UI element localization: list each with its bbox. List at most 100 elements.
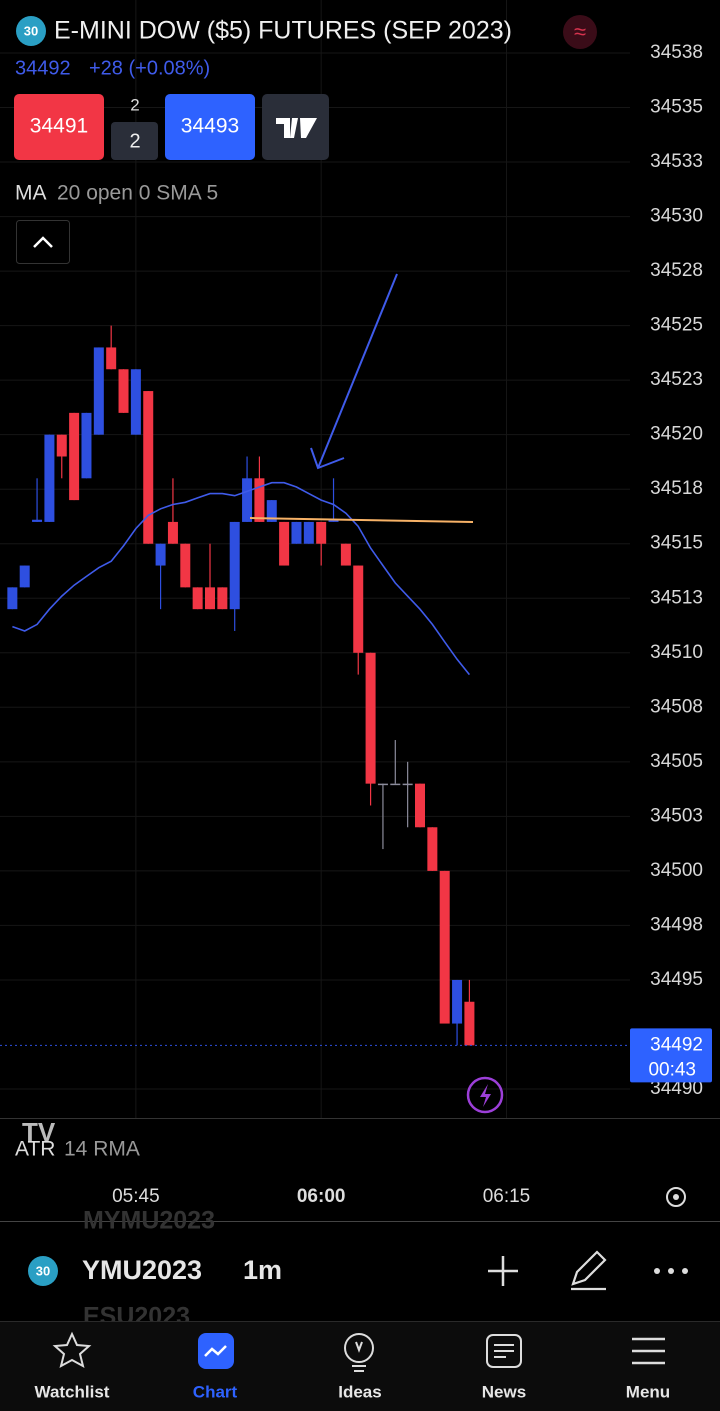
- y-tick-label: 34508: [650, 696, 703, 717]
- candle-body: [415, 783, 425, 828]
- candle-body: [205, 587, 215, 610]
- candle-body: [56, 434, 67, 457]
- candle-body: [427, 827, 438, 871]
- candle-body: [167, 521, 178, 544]
- candle-body: [7, 587, 18, 610]
- logo-mark: ≈: [574, 19, 586, 44]
- candle-body: [118, 369, 129, 413]
- news-icon-lines: [494, 1344, 514, 1358]
- x-tick-label: 06:15: [483, 1186, 531, 1207]
- atr-params: 14 RMA: [64, 1138, 140, 1161]
- candle-body: [180, 543, 191, 588]
- candle-body: [464, 1001, 475, 1046]
- nav-label[interactable]: News: [482, 1382, 526, 1401]
- draw-button[interactable]: [571, 1250, 607, 1291]
- y-tick-label: 34490: [650, 1078, 703, 1099]
- y-tick-label: 34500: [650, 860, 703, 881]
- tv-watermark: TV: [22, 1117, 56, 1147]
- candle-body: [279, 521, 290, 566]
- nav-label[interactable]: Menu: [626, 1382, 670, 1401]
- y-tick-label: 34538: [650, 42, 703, 63]
- y-tick-label: 34533: [650, 151, 703, 172]
- price-change: +28 (+0.08%): [89, 57, 210, 79]
- candle-body: [377, 783, 388, 786]
- events-icon: [480, 1084, 491, 1107]
- candle-body: [143, 391, 154, 544]
- symbol-badge: [28, 1256, 58, 1286]
- events-button[interactable]: [466, 1076, 504, 1114]
- settings-icon[interactable]: [666, 1187, 686, 1207]
- last-price: 34492: [15, 57, 71, 79]
- chart-icon: [204, 1345, 227, 1357]
- collapse-button[interactable]: [16, 220, 70, 264]
- badge-text: 30: [24, 23, 38, 38]
- symbol[interactable]: YMU2023: [82, 1255, 202, 1285]
- candle-body: [365, 652, 376, 784]
- ideas-icon-lines: [352, 1341, 366, 1372]
- nav-labels: Watchlist Chart Ideas News Menu: [35, 1382, 671, 1401]
- arrow-head: [310, 447, 345, 470]
- buy-button[interactable]: [165, 94, 255, 160]
- buy-price[interactable]: 34493: [181, 115, 239, 138]
- candle-body: [316, 521, 327, 544]
- candle-body: [242, 478, 253, 522]
- ideas-icon[interactable]: [344, 1333, 374, 1363]
- candle-body: [439, 870, 450, 1024]
- y-tick-label: 34503: [650, 805, 703, 826]
- last-price-label: 34492: [650, 1034, 703, 1055]
- nav-label[interactable]: Ideas: [338, 1382, 381, 1401]
- spread: 2: [129, 130, 140, 152]
- atr-name: ATR: [15, 1138, 55, 1161]
- x-tick-label: 06:00: [297, 1186, 346, 1207]
- nav-label[interactable]: Chart: [193, 1382, 238, 1401]
- y-tick-label: 34528: [650, 260, 703, 281]
- candle-body: [32, 519, 43, 522]
- candle-body: [106, 347, 117, 370]
- candle-body: [93, 347, 104, 435]
- y-tick-label: 34530: [650, 206, 703, 227]
- more-button[interactable]: [654, 1268, 688, 1274]
- ma-params: 20 open 0 SMA 5: [57, 182, 218, 205]
- candle-body: [402, 783, 413, 786]
- exchange-badge: [16, 16, 46, 46]
- nav-label[interactable]: Watchlist: [35, 1382, 110, 1401]
- y-tick-label: 34498: [650, 914, 703, 935]
- collapse-icon: [33, 236, 53, 248]
- candle-body: [44, 434, 55, 522]
- candle-body: [452, 979, 463, 1024]
- candle-body: [19, 565, 30, 588]
- last-price-box: [630, 1028, 712, 1083]
- symbol-badge-text: 30: [36, 1263, 50, 1278]
- candle-body: [254, 478, 265, 522]
- add-button[interactable]: [488, 1256, 518, 1286]
- menu-icon[interactable]: [632, 1337, 665, 1365]
- candle-body: [155, 543, 166, 566]
- y-tick-label: 34510: [650, 642, 703, 663]
- sell-button[interactable]: [14, 94, 104, 160]
- trend-line-drawing: [249, 517, 474, 523]
- y-tick-label: 34520: [650, 424, 703, 445]
- interval[interactable]: 1m: [243, 1255, 282, 1285]
- logo-badge: [563, 15, 597, 49]
- moving-average-line: [12, 481, 471, 676]
- y-tick-label: 34513: [650, 587, 703, 608]
- x-tick-label: 05:45: [112, 1186, 160, 1207]
- candle-body: [266, 500, 277, 522]
- prev-symbol: MYMU2023: [83, 1207, 215, 1235]
- sell-price[interactable]: 34491: [30, 115, 88, 138]
- candle-body: [81, 412, 92, 479]
- candle-body: [340, 543, 351, 566]
- watchlist-icon[interactable]: [52, 1331, 92, 1368]
- countdown-label: 00:43: [648, 1059, 696, 1080]
- news-icon[interactable]: [486, 1334, 522, 1368]
- candle-body: [69, 412, 80, 501]
- candle-body: [328, 519, 339, 522]
- y-tick-label: 34525: [650, 315, 703, 336]
- settings-dot: [673, 1194, 679, 1200]
- candle-body: [192, 587, 203, 610]
- candle-body: [291, 521, 302, 544]
- y-tick-label: 34535: [650, 97, 703, 118]
- plot: 34538 34535 34533 34530 34528 34525 34523 34520…: [0, 0, 703, 1118]
